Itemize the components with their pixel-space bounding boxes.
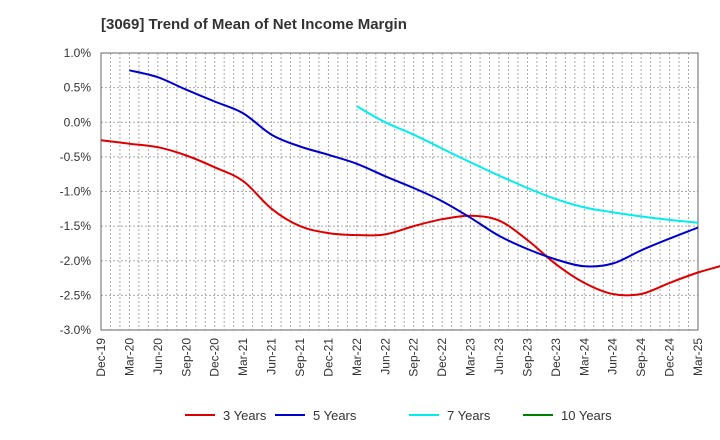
x-tick-label: Dec-24 <box>663 338 677 377</box>
x-tick-label: Dec-23 <box>549 338 563 377</box>
x-tick-label: Sep-23 <box>520 338 534 377</box>
y-tick-label: 0.0% <box>64 115 92 129</box>
grid-lines <box>101 52 698 331</box>
y-tick-label: 1.0% <box>64 46 92 60</box>
x-tick-label: Mar-24 <box>577 338 591 376</box>
series-line-7-years <box>356 105 699 224</box>
y-tick-label: -1.0% <box>60 185 92 199</box>
x-tick-label: Dec-20 <box>208 338 222 377</box>
y-axis-ticks: 1.0% 0.5% 0.0% -0.5% -1.0% -1.5% -2.0% -2.5% -3.… <box>60 46 92 337</box>
legend-label: 7 Years <box>447 408 491 423</box>
x-tick-label: Jun-20 <box>151 338 165 375</box>
x-tick-label: Jun-21 <box>265 338 279 375</box>
x-tick-label: Mar-23 <box>464 338 478 376</box>
x-tick-label: Dec-19 <box>94 338 108 377</box>
legend: 3 Years 5 Years 7 Years 10 Years <box>185 408 612 423</box>
x-tick-label: Sep-24 <box>634 338 648 377</box>
y-tick-label: -0.5% <box>60 150 92 164</box>
series-lines <box>100 69 720 297</box>
legend-label: 3 Years <box>223 408 267 423</box>
x-tick-label: Mar-25 <box>691 338 705 376</box>
x-tick-label: Jun-22 <box>378 338 392 375</box>
plot-area <box>100 52 699 331</box>
y-tick-label: -2.5% <box>60 288 92 302</box>
x-tick-label: Dec-22 <box>435 338 449 377</box>
y-tick-label: 0.5% <box>64 81 92 95</box>
x-tick-label: Mar-22 <box>350 338 364 376</box>
x-tick-label: Jun-23 <box>492 338 506 375</box>
y-tick-label: -3.0% <box>60 323 92 337</box>
y-tick-label: -2.0% <box>60 254 92 268</box>
x-tick-label: Mar-20 <box>122 338 136 376</box>
legend-label: 5 Years <box>313 408 357 423</box>
y-tick-label: -1.5% <box>60 219 92 233</box>
series-line-3-years <box>100 139 720 297</box>
x-tick-label: Mar-21 <box>236 338 250 376</box>
series-line-5-years <box>129 69 699 268</box>
x-tick-label: Dec-21 <box>321 338 335 377</box>
x-tick-label: Sep-21 <box>293 338 307 377</box>
legend-label: 10 Years <box>561 408 612 423</box>
x-tick-label: Sep-22 <box>407 338 421 377</box>
x-axis-ticks: Dec-19 Mar-20 Jun-20 Sep-20 Dec-20 Mar-21 Jun-… <box>94 338 705 377</box>
x-tick-label: Sep-20 <box>179 338 193 377</box>
x-tick-label: Jun-24 <box>606 338 620 375</box>
chart-title: [3069] Trend of Mean of Net Income Margi… <box>101 16 407 33</box>
